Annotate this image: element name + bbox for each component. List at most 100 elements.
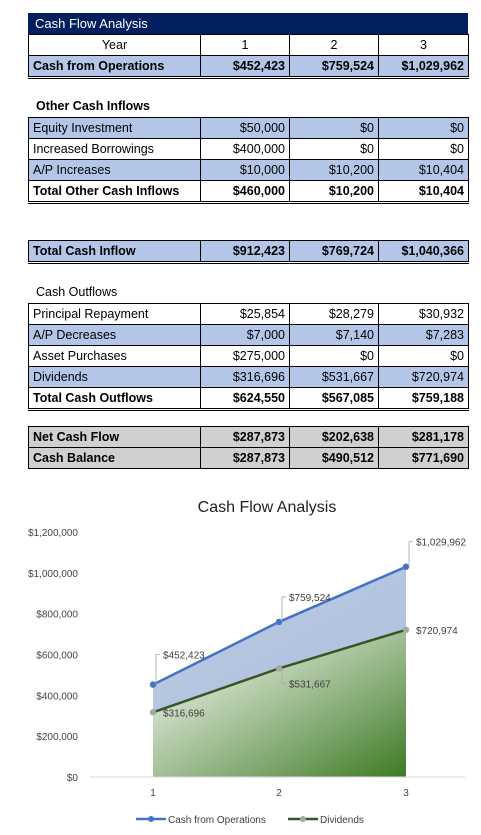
chart-legend: Cash from Operations Dividends: [136, 815, 364, 826]
table-row: Increased Borrowings $400,000 $0 $0: [28, 138, 469, 160]
operations-data-label: $1,029,962: [416, 538, 466, 549]
legend-operations-label: Cash from Operations: [168, 815, 266, 826]
value-cell: $769,724: [289, 240, 379, 264]
operations-data-label: $452,423: [163, 651, 205, 662]
label-leader: [408, 541, 413, 567]
value-cell: $0: [378, 117, 469, 139]
value-cell: $0: [378, 345, 469, 367]
y-tick-label: $0: [67, 773, 79, 784]
x-axis: 1 2 3: [90, 776, 465, 799]
value-cell: $759,524: [289, 55, 379, 79]
total-row: Total Cash Outflows $624,550 $567,085 $7…: [28, 387, 469, 411]
y-axis: $0 $200,000 $400,000 $600,000 $800,000 $1,000…: [28, 528, 78, 784]
year-header-cell: 3: [378, 34, 469, 56]
chart-title: Cash Flow Analysis: [198, 499, 337, 516]
value-cell: $10,404: [378, 180, 469, 204]
sheet-title: Cash Flow Analysis: [28, 13, 468, 34]
x-tick-label: 2: [276, 788, 282, 799]
cash-flow-chart: Cash Flow Analysis $0 $200,000 $400,000 $60…: [28, 499, 467, 826]
row-label: Asset Purchases: [28, 345, 201, 367]
value-cell: $28,279: [289, 303, 379, 325]
value-cell: $759,188: [378, 387, 469, 411]
table-row: A/P Decreases $7,000 $7,140 $7,283: [28, 324, 469, 346]
value-cell: $1,029,962: [378, 55, 469, 79]
operations-area: [153, 566, 406, 713]
legend-dividends-marker: [300, 816, 306, 822]
table-row: Dividends $316,696 $531,667 $720,974: [28, 366, 469, 388]
dividends-area: [153, 629, 406, 777]
value-cell: $30,932: [378, 303, 469, 325]
operations-point: [275, 618, 283, 626]
label-leader: [281, 668, 286, 684]
outflows-table: Principal Repayment $25,854 $28,279 $30,…: [28, 303, 469, 411]
value-cell: $1,040,366: [378, 240, 469, 264]
x-tick-label: 3: [403, 788, 409, 799]
label-leader: [281, 596, 286, 622]
series-areas: [153, 566, 406, 777]
value-cell: $316,696: [200, 366, 290, 388]
dividends-data-label: $316,696: [163, 708, 205, 719]
value-cell: $490,512: [289, 447, 379, 469]
table-row: Asset Purchases $275,000 $0 $0: [28, 345, 469, 367]
value-cell: $460,000: [200, 180, 290, 204]
row-label: Increased Borrowings: [28, 138, 201, 160]
row-label: Net Cash Flow: [28, 426, 201, 448]
value-cell: $624,550: [200, 387, 290, 411]
value-cell: $0: [289, 138, 379, 160]
row-label: Cash from Operations: [28, 55, 201, 79]
net-cash-table: Net Cash Flow $287,873 $202,638 $281,178…: [28, 426, 469, 469]
value-cell: $567,085: [289, 387, 379, 411]
row-label: Cash Balance: [28, 447, 201, 469]
value-cell: $452,423: [200, 55, 290, 79]
value-cell: $10,200: [289, 180, 379, 204]
legend-operations-marker: [148, 816, 154, 822]
value-cell: $25,854: [200, 303, 290, 325]
value-cell: $50,000: [200, 117, 290, 139]
other-inflows-table: Equity Investment $50,000 $0 $0 Increase…: [28, 117, 469, 204]
operations-row: Cash from Operations $452,423 $759,524 $…: [28, 55, 469, 79]
value-cell: $912,423: [200, 240, 290, 264]
dividends-point: [402, 626, 410, 634]
value-cell: $0: [289, 345, 379, 367]
row-label: Total Cash Outflows: [28, 387, 201, 411]
table-row: Principal Repayment $25,854 $28,279 $30,…: [28, 303, 469, 325]
year-header-label: Year: [28, 34, 201, 56]
other-inflows-heading: Other Cash Inflows: [36, 99, 150, 113]
y-tick-label: $200,000: [36, 732, 78, 743]
operations-data-label: $759,524: [289, 593, 331, 604]
data-labels: $452,423 $759,524 $1,029,962 $316,696 $531,6…: [155, 538, 466, 719]
label-leader: [155, 654, 160, 685]
cash-balance-row: Cash Balance $287,873 $490,512 $771,690: [28, 447, 469, 469]
outflows-heading: Cash Outflows: [36, 285, 118, 299]
value-cell: $720,974: [378, 366, 469, 388]
value-cell: $287,873: [200, 447, 290, 469]
series-lines: [149, 563, 410, 716]
legend-dividends-label: Dividends: [320, 815, 364, 826]
table-row: Equity Investment $50,000 $0 $0: [28, 117, 469, 139]
value-cell: $0: [289, 117, 379, 139]
value-cell: $10,200: [289, 159, 379, 181]
table-row: A/P Increases $10,000 $10,200 $10,404: [28, 159, 469, 181]
y-tick-label: $1,000,000: [28, 569, 78, 580]
value-cell: $7,140: [289, 324, 379, 346]
row-label: A/P Increases: [28, 159, 201, 181]
value-cell: $0: [378, 138, 469, 160]
row-label: Equity Investment: [28, 117, 201, 139]
year-header-cell: 2: [289, 34, 379, 56]
dividends-data-label: $531,667: [289, 679, 331, 690]
total-inflow-row: Total Cash Inflow $912,423 $769,724 $1,0…: [28, 240, 469, 264]
total-inflow-table: Total Cash Inflow $912,423 $769,724 $1,0…: [28, 240, 469, 264]
value-cell: $281,178: [378, 426, 469, 448]
dividends-data-label: $720,974: [416, 626, 458, 637]
row-label: A/P Decreases: [28, 324, 201, 346]
year-header-row: Year 1 2 3: [28, 34, 469, 56]
x-tick-label: 1: [150, 788, 156, 799]
operations-table: Year 1 2 3 Cash from Operations $452,423…: [28, 34, 469, 79]
year-header-cell: 1: [200, 34, 290, 56]
y-tick-label: $1,200,000: [28, 528, 78, 539]
value-cell: $10,404: [378, 159, 469, 181]
total-row: Total Other Cash Inflows $460,000 $10,20…: [28, 180, 469, 204]
value-cell: $771,690: [378, 447, 469, 469]
y-tick-label: $600,000: [36, 651, 78, 662]
row-label: Total Other Cash Inflows: [28, 180, 201, 204]
